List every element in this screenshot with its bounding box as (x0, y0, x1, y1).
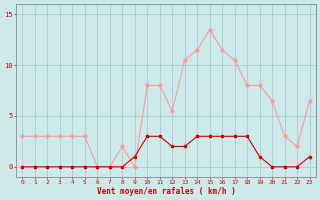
X-axis label: Vent moyen/en rafales ( km/h ): Vent moyen/en rafales ( km/h ) (97, 187, 236, 196)
